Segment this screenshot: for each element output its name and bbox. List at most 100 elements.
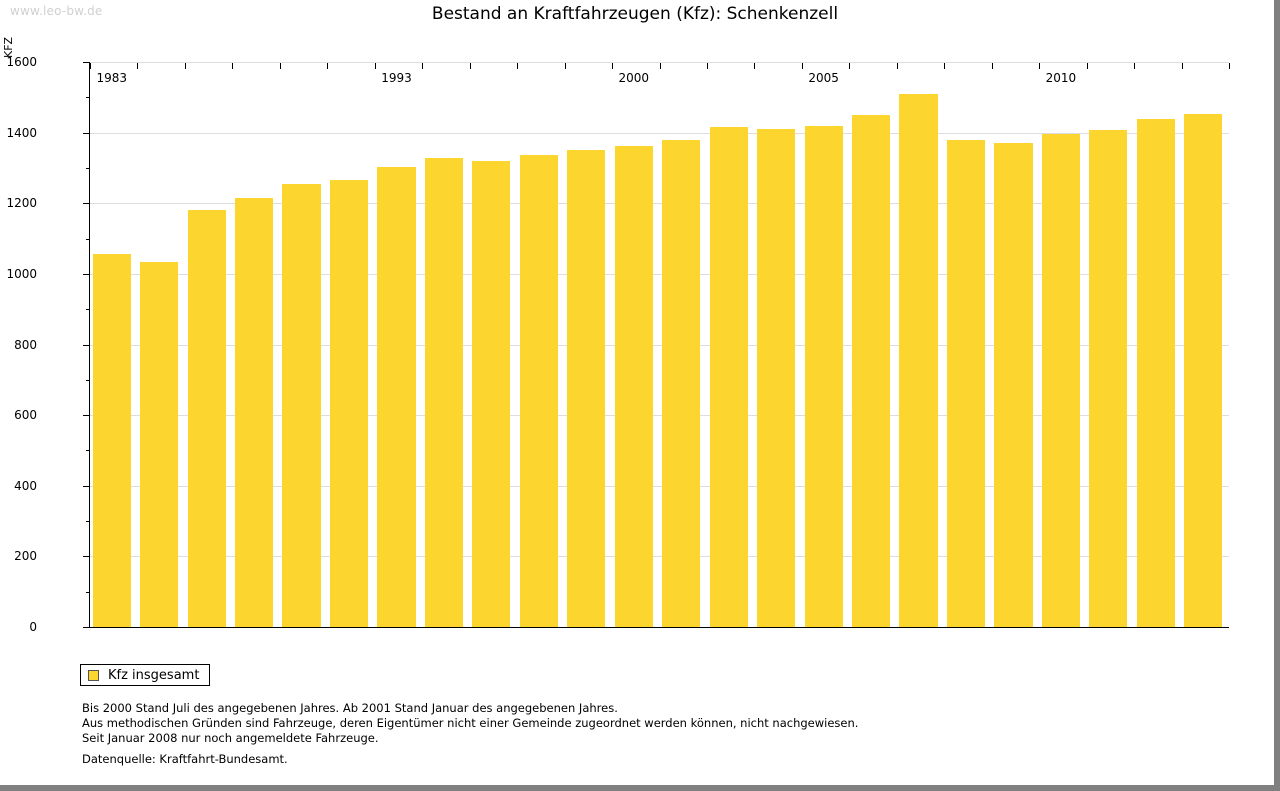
x-axis-tick [991, 63, 993, 69]
bar[interactable] [187, 210, 226, 627]
bar[interactable] [709, 127, 748, 627]
bar[interactable] [614, 146, 653, 627]
y-gridline [90, 62, 1229, 63]
bar[interactable] [757, 129, 796, 627]
bar[interactable] [1136, 118, 1175, 627]
legend-item-label: Kfz insgesamt [108, 667, 200, 683]
y-axis-tick-label: 1600 [6, 55, 37, 69]
y-axis-minor-tick [86, 450, 90, 452]
y-gridline [90, 556, 1229, 558]
bar[interactable] [1089, 129, 1128, 627]
bar[interactable] [377, 167, 416, 627]
data-source-note: Datenquelle: Kraftfahrt-Bundesamt. [82, 752, 288, 766]
x-axis-tick-label: 1983 [96, 71, 127, 85]
x-axis-tick [706, 63, 708, 69]
y-axis-tick [83, 273, 90, 275]
x-axis-tick [612, 63, 614, 69]
footnote-line: Bis 2000 Stand Juli des angegebenen Jahr… [82, 701, 618, 715]
y-axis-minor-tick [86, 97, 90, 99]
y-axis-tick-label: 800 [14, 337, 37, 352]
y-axis-tick-label: 0 [29, 620, 37, 634]
y-gridline [90, 132, 1229, 134]
chart-legend[interactable]: Kfz insgesamt [80, 664, 211, 686]
bar[interactable] [140, 261, 179, 627]
x-axis-tick-label: 1993 [381, 71, 412, 85]
x-axis-tick [232, 63, 234, 69]
y-axis-tick [83, 485, 90, 487]
y-axis-tick [83, 627, 90, 628]
plot-area: 0 200 400 600 800 1000 1200 1400 1600 1983 1993 200… [6, 56, 1230, 633]
y-gridline [90, 485, 1229, 487]
x-axis-tick [1039, 63, 1041, 69]
x-axis-tick [1229, 63, 1230, 69]
y-axis-tick [83, 203, 90, 205]
x-axis-tick [944, 63, 946, 69]
bar[interactable] [472, 160, 511, 627]
x-axis-tick [90, 63, 91, 69]
y-axis-tick-label: 400 [14, 478, 37, 493]
bar[interactable] [804, 125, 843, 627]
x-axis-tick [327, 63, 329, 69]
y-axis-minor-tick [86, 309, 90, 311]
footnote-line: Aus methodischen Gründen sind Fahrzeuge,… [82, 716, 859, 730]
x-axis-tick [1086, 63, 1088, 69]
x-axis-tick [374, 63, 376, 69]
watermark-text: www.leo-bw.de [10, 4, 103, 18]
x-axis-tick-label: 2000 [618, 71, 650, 85]
y-axis-minor-tick [86, 591, 90, 593]
bar[interactable] [567, 150, 606, 627]
y-axis-tick [83, 556, 90, 558]
footnote-line: Seit Januar 2008 nur noch angemeldete Fa… [82, 731, 379, 745]
page-title: Bestand an Kraftfahrzeugen (Kfz): Schenk… [431, 4, 839, 24]
y-axis-minor-tick [86, 238, 90, 240]
y-axis-tick [83, 62, 90, 63]
y-axis-tick-label: 1000 [6, 266, 37, 281]
bar[interactable] [946, 139, 986, 627]
bar[interactable] [994, 143, 1033, 627]
x-axis-tick [564, 63, 566, 69]
y-axis-tick-label: 1400 [6, 125, 37, 140]
bar[interactable] [1041, 134, 1080, 627]
x-axis-tick [754, 63, 756, 69]
x-axis-tick [1134, 63, 1136, 69]
y-axis-tick-label: 200 [14, 549, 37, 564]
y-axis-tick [83, 415, 90, 417]
footnotes: Bis 2000 Stand Juli des angegebenen Jahr… [82, 701, 858, 746]
x-axis-tick [469, 63, 471, 69]
y-axis-minor-tick [86, 521, 90, 523]
x-axis-tick [184, 63, 186, 69]
x-axis-tick [517, 63, 519, 69]
y-gridline [90, 273, 1229, 275]
x-axis-tick [1181, 63, 1183, 69]
legend-swatch-icon [88, 669, 99, 681]
x-axis-tick [659, 63, 661, 69]
x-axis-tick [422, 63, 424, 69]
bar[interactable] [1184, 114, 1223, 627]
x-axis-tick [279, 63, 281, 69]
y-axis-tick-label: 1200 [6, 196, 37, 211]
y-axis-tick [83, 344, 90, 346]
bar[interactable] [235, 197, 274, 627]
y-axis-tick [83, 132, 90, 134]
x-axis-tick [896, 63, 898, 69]
x-axis-tick [849, 63, 851, 69]
bar[interactable] [282, 183, 321, 627]
bar[interactable] [662, 139, 701, 627]
y-axis-minor-tick [86, 167, 90, 169]
x-axis-tick [137, 63, 139, 69]
x-axis-tick [801, 63, 803, 69]
bar[interactable] [424, 158, 464, 627]
y-gridline [90, 415, 1229, 417]
y-gridline [90, 203, 1229, 205]
bar[interactable] [519, 154, 558, 627]
x-axis-tick-label: 2010 [1045, 71, 1077, 85]
bar[interactable] [851, 114, 891, 627]
y-gridline [90, 344, 1229, 346]
bar[interactable] [899, 93, 938, 627]
y-axis-tick-label: 600 [14, 408, 37, 423]
bar[interactable] [329, 180, 369, 627]
x-axis-tick-label: 2005 [808, 71, 839, 85]
y-axis-minor-tick [86, 379, 90, 381]
bar[interactable] [92, 254, 131, 627]
